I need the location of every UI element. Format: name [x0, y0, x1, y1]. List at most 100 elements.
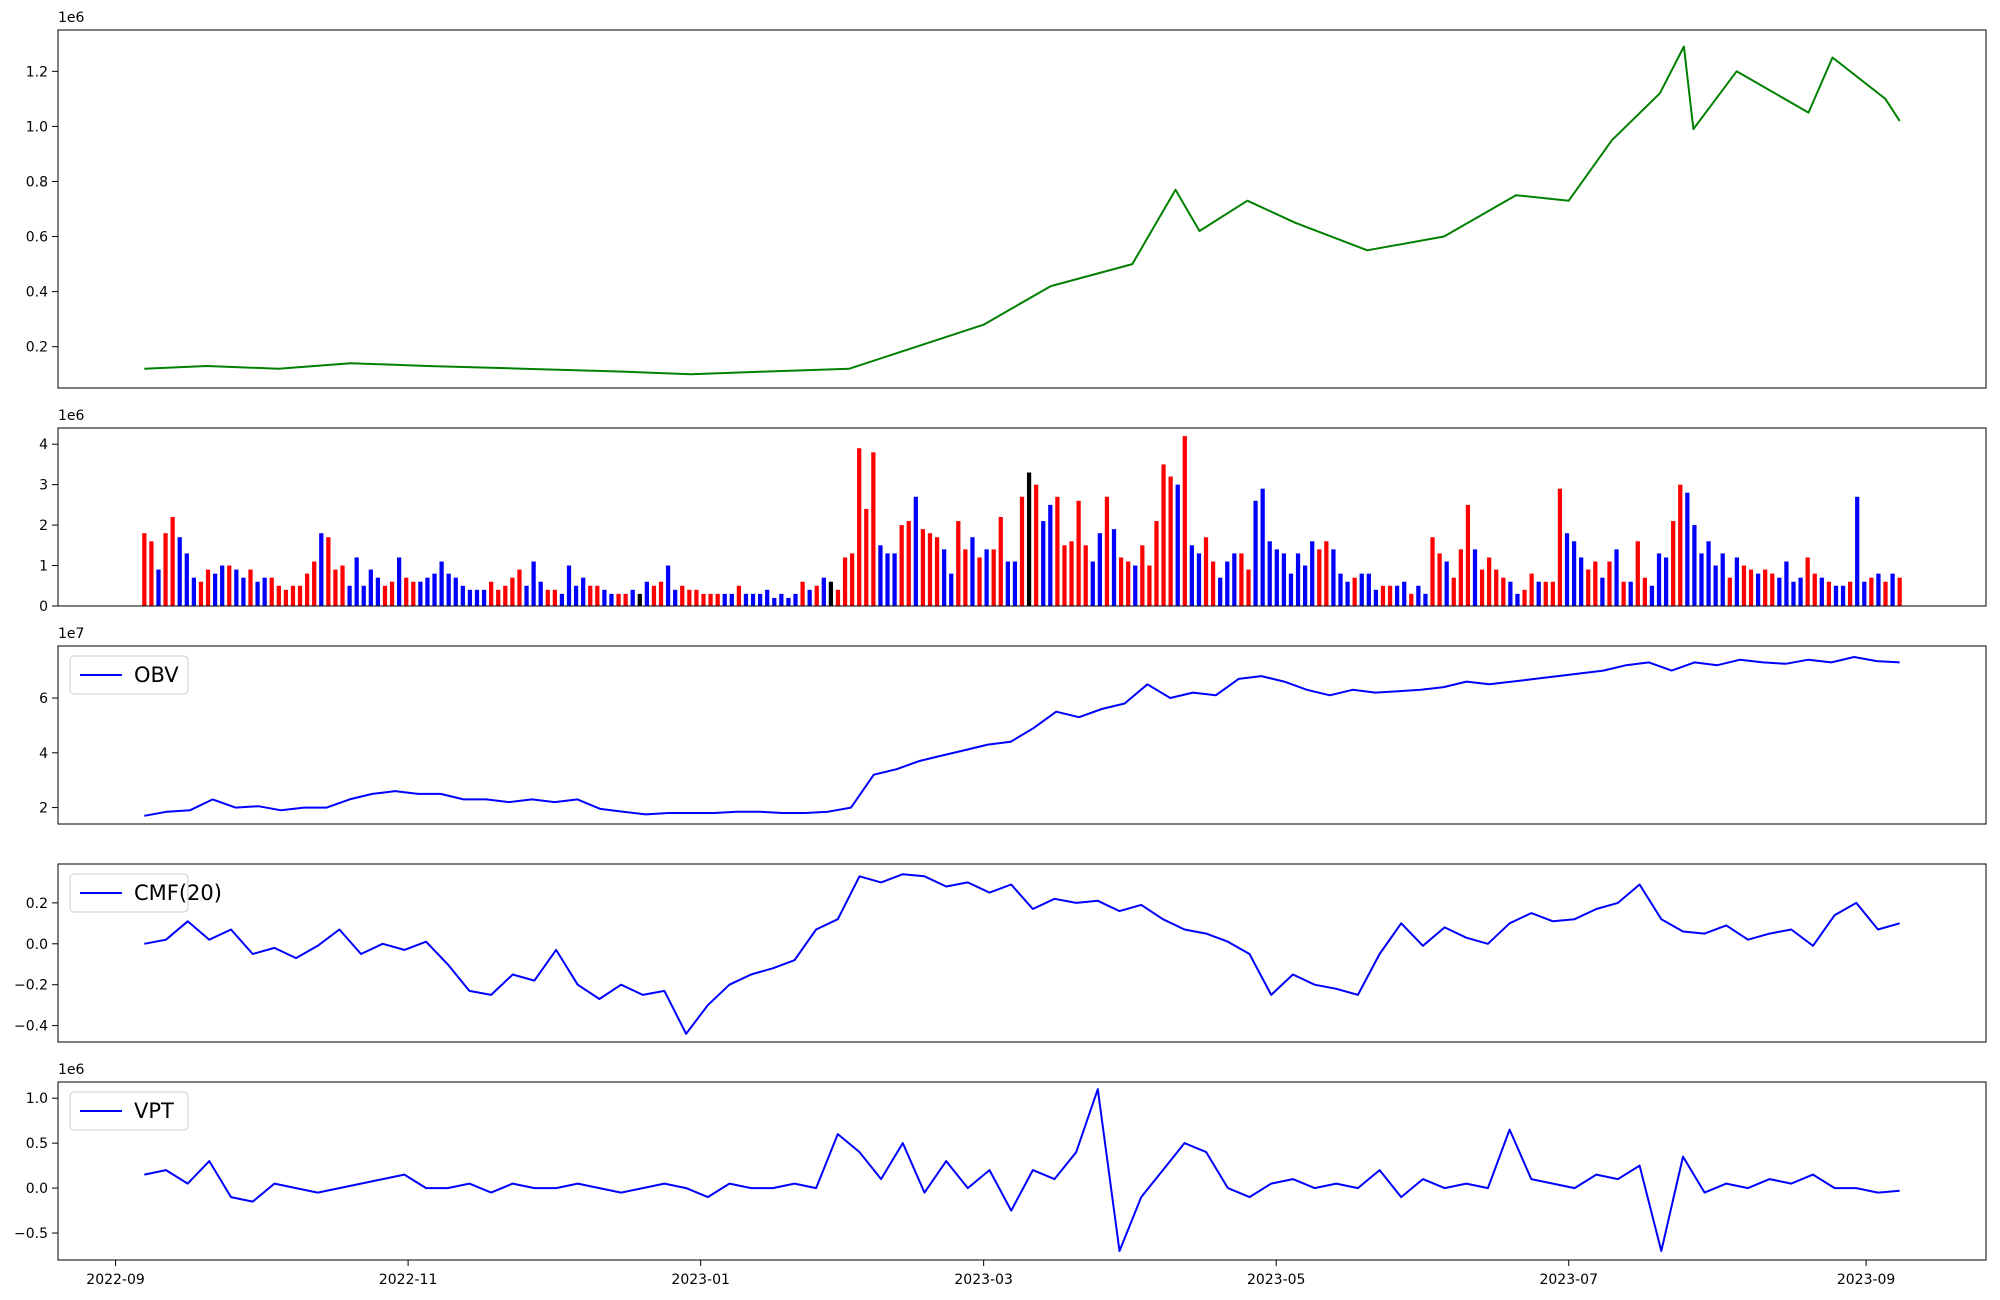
volume-bar [581, 577, 586, 606]
volume-bar [1586, 569, 1591, 606]
volume-bar [623, 593, 628, 606]
volume-bar [1189, 545, 1194, 606]
volume-bar [1883, 581, 1888, 606]
volume-bar [1833, 585, 1839, 606]
volume-bar [963, 549, 968, 606]
volume-bar [1104, 496, 1110, 606]
volume-bar [425, 577, 430, 606]
volume-bar [1239, 553, 1244, 606]
volume-bar [156, 569, 161, 606]
volume-bar [857, 448, 862, 606]
volume-bar [411, 581, 416, 606]
volume-bar [1225, 561, 1230, 606]
volume-bar [715, 593, 720, 606]
volume-bar [1069, 541, 1074, 606]
y-tick-label: 0.6 [26, 230, 48, 246]
volume-bar [1692, 525, 1697, 606]
y-tick-label: 1.0 [26, 119, 48, 135]
volume-bar [708, 593, 713, 606]
volume-bar [1487, 557, 1492, 606]
volume-bar [319, 533, 324, 606]
volume-bar [757, 593, 763, 606]
y-tick-label: 1.2 [26, 64, 48, 80]
volume-bar [1055, 496, 1060, 606]
volume-bar [1876, 573, 1881, 606]
volume-bar [1118, 557, 1124, 606]
cmf-panel: −0.4 −0.2 0.0 0.2 CMF(20) [14, 863, 1987, 1043]
volume-bar [1699, 553, 1704, 606]
volume-bar [1373, 589, 1379, 606]
volume-bar [1430, 537, 1435, 606]
volume-bar [517, 569, 522, 606]
volume-bar [1607, 561, 1612, 606]
volume-bar [269, 577, 274, 606]
y-tick-label: 0 [39, 599, 48, 615]
legend-box [69, 1091, 189, 1131]
legend-box [69, 655, 189, 695]
volume-bar [524, 585, 529, 606]
volume-bar [1550, 581, 1555, 606]
volume-bar [1812, 573, 1817, 606]
series-line [144, 656, 1900, 817]
axis-offset-label: 1e6 [58, 408, 85, 424]
volume-bar [1741, 565, 1747, 606]
volume-bar [184, 553, 189, 606]
volume-bar [1274, 549, 1279, 606]
volume-bar [1678, 484, 1683, 606]
volume-bar [234, 569, 239, 606]
volume-bar [545, 589, 550, 606]
volume-bar [1706, 541, 1711, 606]
volume-bar [1331, 549, 1336, 606]
volume-bar [927, 533, 933, 606]
volume-bar [1890, 573, 1895, 606]
volume-bar [1458, 549, 1463, 606]
volume-bar [1515, 593, 1520, 606]
volume-bar [984, 549, 989, 606]
volume-bar [743, 593, 749, 606]
y-tick-label: −0.2 [14, 978, 48, 994]
volume-bar [1076, 500, 1081, 606]
volume-bar [418, 581, 423, 606]
volume-bar [864, 508, 869, 606]
volume-bar [1536, 581, 1541, 606]
volume-bar [991, 549, 996, 606]
volume-bar [1501, 577, 1506, 606]
y-tick-label: 2 [39, 518, 48, 534]
legend-label: VPT [134, 1099, 174, 1123]
volume-bar [326, 537, 331, 606]
volume-bar [1267, 541, 1272, 606]
volume-bar [609, 593, 614, 606]
volume-bar [1232, 553, 1237, 606]
volume-bar [1310, 541, 1315, 606]
axes-frame [57, 427, 1987, 607]
volume-bar [588, 585, 593, 606]
volume-bar [177, 537, 182, 606]
volume-bar [1218, 577, 1223, 606]
volume-bar [382, 585, 388, 606]
volume-bar [573, 585, 579, 606]
volume-bar [814, 585, 819, 606]
volume-bar [1126, 561, 1131, 606]
volume-bar [1543, 581, 1548, 606]
x-tick-label: 2023-09 [1837, 1272, 1896, 1288]
volume-bar [1083, 545, 1088, 606]
volume-bar [1529, 573, 1534, 606]
volume-bar [467, 589, 473, 606]
volume-bar [765, 589, 770, 606]
volume-bar [191, 577, 196, 606]
volume-bar [460, 585, 465, 606]
volume-bar [913, 496, 918, 606]
volume-bar [276, 585, 281, 606]
volume-bar [474, 589, 480, 606]
y-tick-label: −0.4 [14, 1019, 48, 1035]
volume-bar [616, 593, 621, 606]
volume-bar [1366, 573, 1371, 606]
volume-bar [1508, 581, 1513, 606]
volume-bar [1494, 569, 1499, 606]
volume-bar [1685, 492, 1690, 606]
volume-bar [1649, 585, 1655, 606]
volume-bar [1642, 577, 1647, 606]
volume-bar [680, 585, 685, 606]
volume-bar [835, 589, 841, 606]
volume-bar [1062, 545, 1067, 606]
